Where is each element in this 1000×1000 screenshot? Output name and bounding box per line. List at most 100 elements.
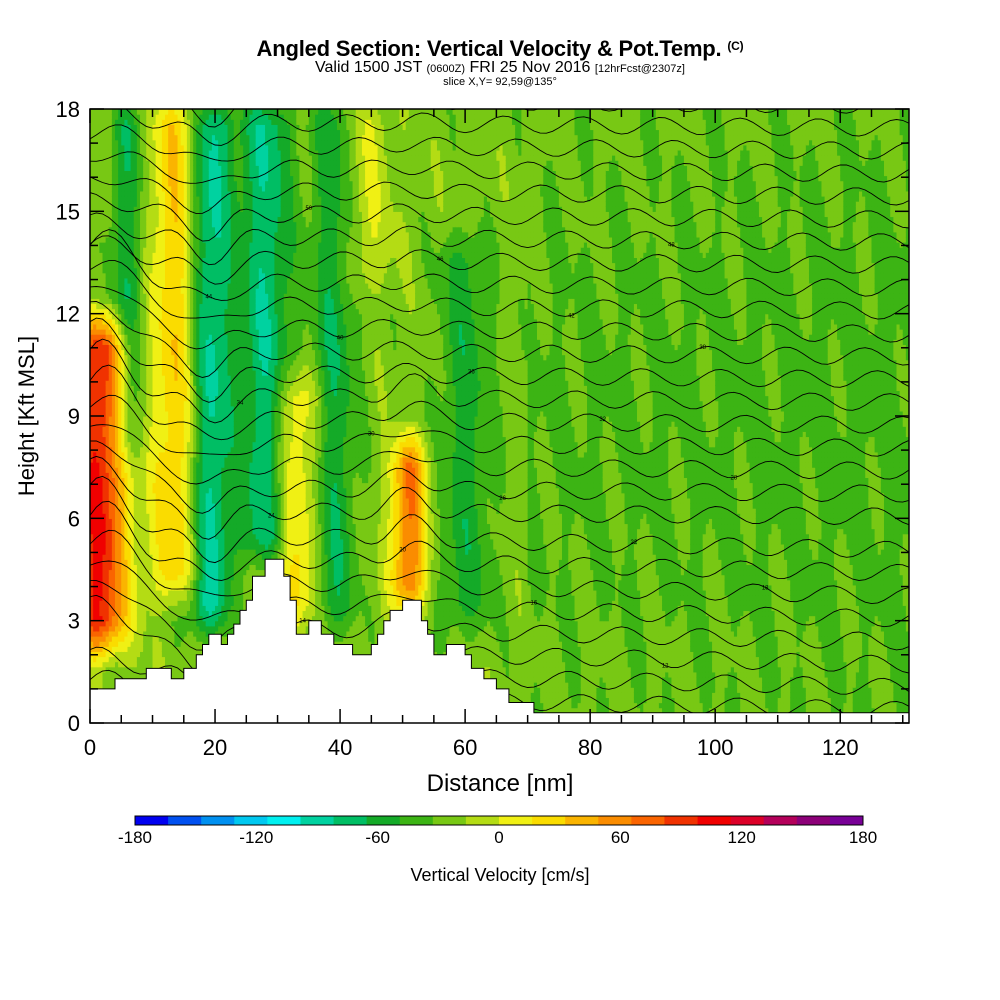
velocity-cell — [124, 421, 129, 427]
velocity-cell — [168, 262, 172, 269]
velocity-cell — [127, 329, 132, 335]
velocity-cell — [180, 226, 185, 233]
velocity-cell — [90, 671, 94, 678]
velocity-cell — [140, 533, 144, 540]
velocity-cell — [149, 385, 154, 392]
velocity-cell — [99, 303, 104, 310]
velocity-cell — [118, 185, 122, 192]
velocity-cell — [90, 175, 94, 182]
velocity-cell — [155, 144, 160, 151]
velocity-cell — [127, 364, 132, 371]
velocity-cell — [111, 354, 116, 361]
velocity-cell — [174, 487, 179, 494]
velocity-cell — [93, 375, 97, 381]
velocity-cell — [93, 615, 97, 622]
velocity-cell — [99, 359, 104, 366]
velocity-cell — [158, 155, 163, 161]
velocity-cell — [124, 523, 129, 530]
velocity-cell — [143, 282, 147, 289]
velocity-cell — [105, 165, 110, 171]
velocity-cell — [108, 354, 113, 361]
velocity-cell — [161, 139, 166, 146]
velocity-cell — [93, 109, 97, 115]
velocity-cell — [152, 339, 157, 345]
velocity-cell — [121, 656, 125, 663]
velocity-cell — [115, 446, 119, 453]
velocity-cell — [171, 497, 175, 504]
velocity-cell — [143, 513, 147, 519]
velocity-cell — [102, 272, 107, 279]
velocity-cell — [171, 226, 175, 233]
velocity-cell — [158, 651, 163, 658]
velocity-cell — [140, 395, 144, 402]
velocity-cell — [155, 436, 160, 443]
velocity-cell — [140, 247, 144, 253]
velocity-cell — [152, 242, 157, 248]
velocity-cell — [168, 497, 172, 504]
velocity-cell — [121, 651, 125, 658]
velocity-cell — [140, 574, 144, 581]
velocity-cell — [165, 651, 169, 658]
velocity-cell — [133, 385, 138, 392]
velocity-cell — [118, 646, 122, 652]
velocity-cell — [121, 298, 125, 305]
velocity-cell — [155, 656, 160, 663]
velocity-cell — [108, 426, 113, 432]
velocity-cell — [158, 114, 163, 120]
velocity-cell — [180, 630, 185, 637]
velocity-cell — [99, 682, 104, 688]
velocity-cell — [93, 129, 97, 136]
velocity-cell — [102, 666, 107, 673]
velocity-cell — [118, 456, 122, 463]
velocity-cell — [118, 436, 122, 443]
velocity-cell — [127, 564, 132, 571]
velocity-cell — [90, 456, 94, 463]
velocity-cell — [90, 313, 94, 320]
velocity-cell — [168, 620, 172, 627]
velocity-cell — [161, 467, 166, 473]
velocity-cell — [136, 109, 141, 115]
velocity-cell — [99, 119, 104, 125]
velocity-cell — [180, 272, 185, 279]
velocity-cell — [99, 185, 104, 192]
velocity-cell — [143, 620, 147, 627]
velocity-cell — [130, 651, 135, 658]
velocity-cell — [168, 549, 172, 555]
velocity-cell — [140, 410, 144, 417]
velocity-cell — [174, 185, 179, 192]
velocity-cell — [171, 636, 175, 642]
velocity-cell — [152, 201, 157, 207]
velocity-cell — [158, 451, 163, 458]
velocity-cell — [155, 180, 160, 187]
velocity-cell — [136, 124, 141, 131]
velocity-cell — [143, 641, 147, 647]
velocity-cell — [102, 605, 107, 612]
velocity-cell — [121, 554, 125, 560]
velocity-cell — [143, 610, 147, 617]
velocity-cell — [115, 625, 119, 632]
velocity-cell — [155, 272, 160, 279]
velocity-cell — [121, 354, 125, 361]
velocity-cell — [177, 523, 182, 530]
velocity-cell — [165, 165, 169, 171]
velocity-cell — [168, 651, 172, 658]
velocity-cell — [93, 160, 97, 166]
velocity-cell — [174, 569, 179, 576]
velocity-cell — [93, 329, 97, 335]
velocity-cell — [115, 456, 119, 463]
velocity-cell — [90, 508, 94, 514]
velocity-cell — [177, 538, 182, 545]
velocity-cell — [161, 313, 166, 320]
velocity-cell — [143, 129, 147, 136]
velocity-cell — [111, 523, 116, 530]
velocity-cell — [96, 610, 100, 617]
velocity-cell — [96, 605, 100, 612]
velocity-cell — [149, 216, 154, 223]
velocity-cell — [118, 165, 122, 171]
velocity-cell — [136, 349, 141, 356]
velocity-cell — [165, 559, 169, 565]
velocity-cell — [152, 456, 157, 463]
velocity-cell — [93, 349, 97, 356]
velocity-cell — [180, 288, 185, 294]
velocity-cell — [124, 119, 129, 125]
